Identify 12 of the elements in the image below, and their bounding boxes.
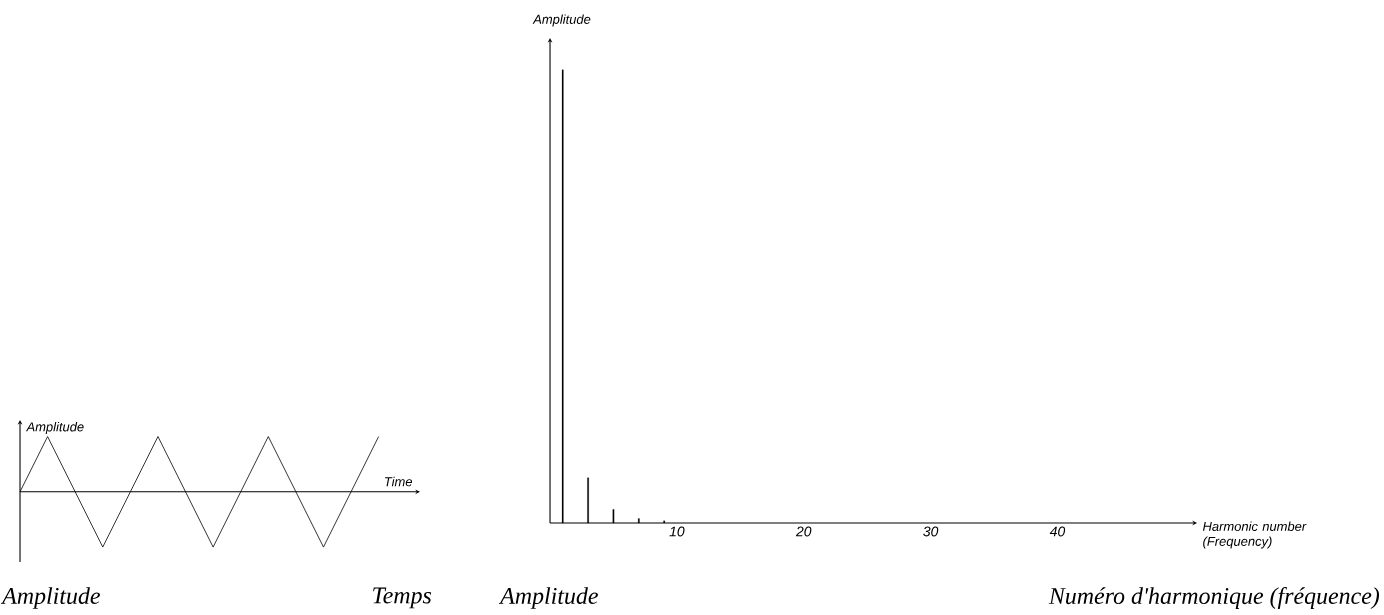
x-axis-title: Time	[384, 476, 413, 487]
text: Amplitude	[0, 587, 100, 609]
x-tick-label: 40	[1049, 526, 1066, 537]
text: Temps	[373, 587, 432, 609]
x-axis-title: Harmonic number (Frequency)	[1202, 521, 1307, 549]
x-tick-label: 30	[923, 526, 939, 537]
x-tick-label: 20	[795, 526, 812, 537]
text: Numéro d'harmonique (fréquence)	[1048, 587, 1380, 609]
text: Amplitude	[498, 587, 598, 609]
y-axis-title: Amplitude	[25, 421, 84, 435]
y-axis-title: Amplitude	[532, 14, 591, 27]
x-tick-label: 10	[669, 526, 685, 537]
